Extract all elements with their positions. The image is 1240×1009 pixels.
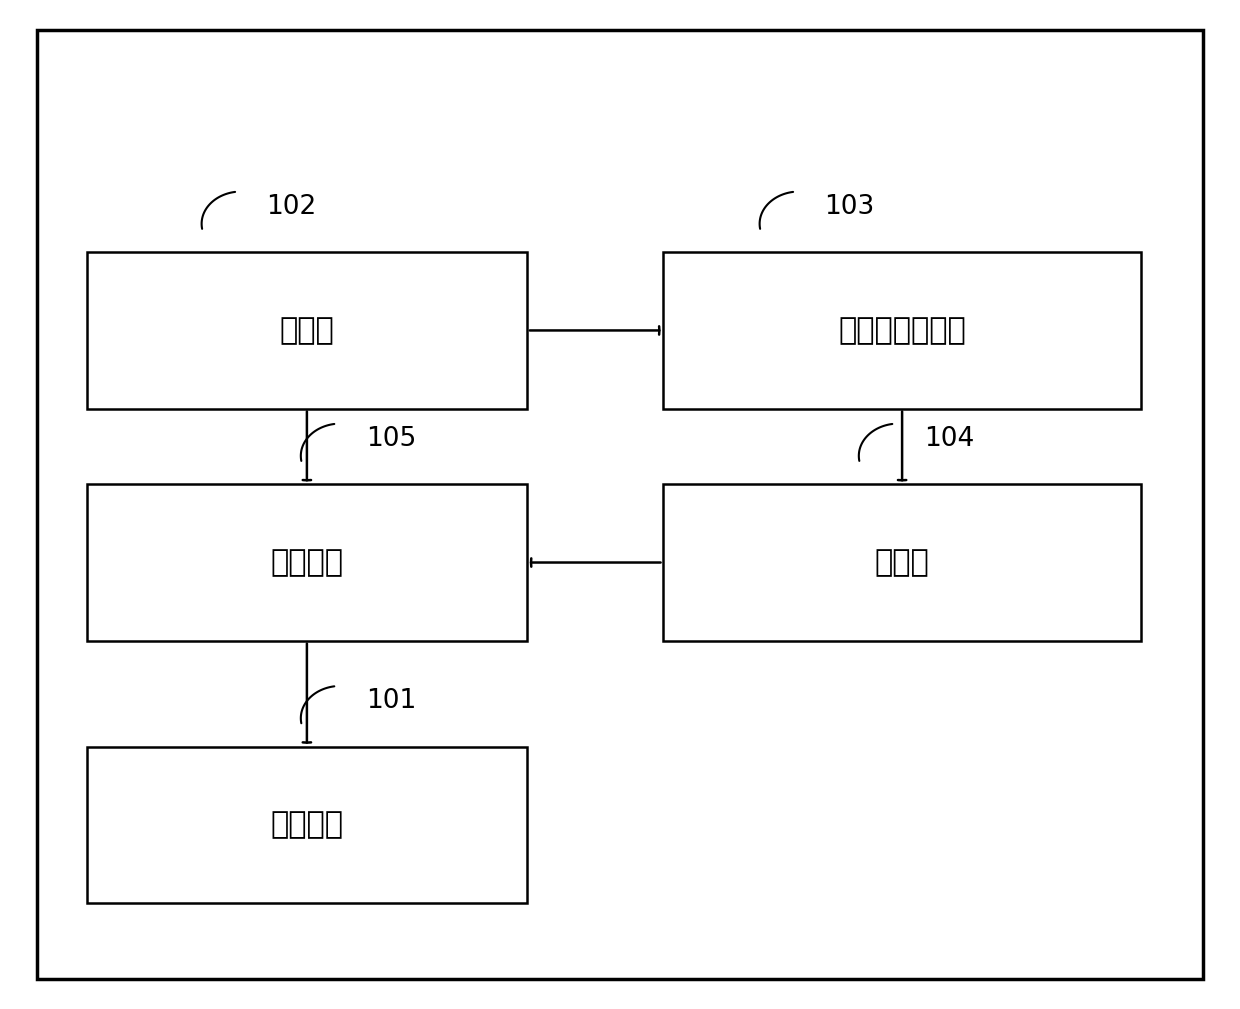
Text: 104: 104: [924, 426, 975, 452]
Text: 103: 103: [825, 194, 875, 220]
Text: 执行模块: 执行模块: [270, 548, 343, 577]
Text: 处理器: 处理器: [874, 548, 930, 577]
Text: 102: 102: [267, 194, 317, 220]
Text: 101: 101: [366, 688, 417, 714]
Bar: [663, 252, 1141, 409]
Bar: [663, 484, 1141, 641]
Bar: [87, 252, 527, 409]
Bar: [87, 747, 527, 903]
Text: 105: 105: [366, 426, 417, 452]
Text: 设置模块: 设置模块: [270, 810, 343, 839]
Text: 触摸屏控制模块: 触摸屏控制模块: [838, 316, 966, 345]
Bar: [87, 484, 527, 641]
Text: 触摸屏: 触摸屏: [279, 316, 335, 345]
